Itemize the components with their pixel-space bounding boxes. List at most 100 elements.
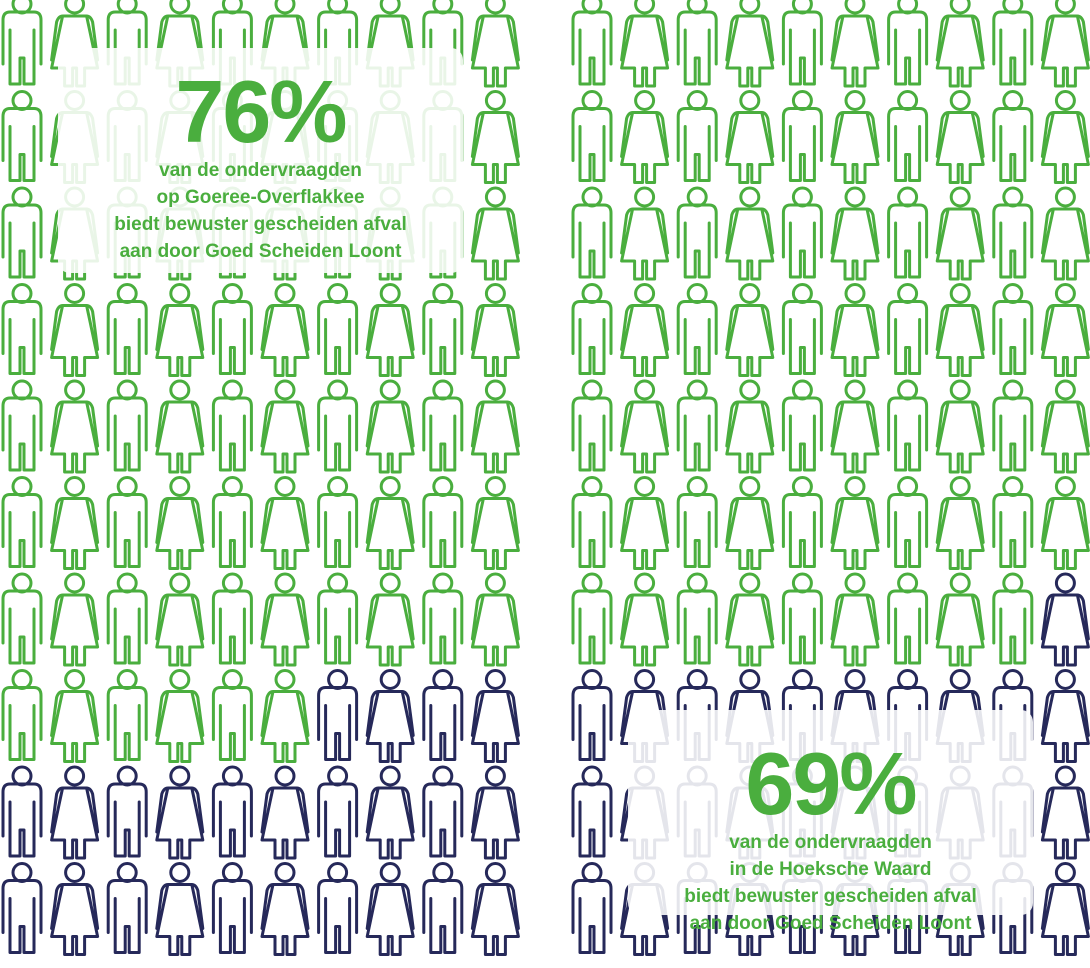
caption-line-2: op Goeree-Overflakkee	[156, 187, 365, 208]
goeree-woman-icon-78	[365, 669, 415, 763]
icon-body	[106, 879, 148, 954]
icon-head	[897, 379, 919, 401]
icon-body	[1040, 304, 1090, 377]
goeree-man-icon-83	[106, 765, 148, 858]
icon-head	[64, 669, 86, 690]
caption-line-3: biedt bewuster gescheiden afval	[114, 214, 407, 235]
goeree-woman-icon-34	[155, 283, 205, 377]
icon-body	[935, 593, 985, 667]
icon-body	[676, 300, 718, 375]
icon-head	[791, 379, 813, 401]
icon-body	[365, 786, 415, 860]
goeree-man-icon-37	[317, 283, 359, 375]
icon-head	[1002, 379, 1024, 401]
icon-body	[887, 203, 929, 279]
icon-body	[935, 111, 985, 184]
icon-head	[221, 862, 243, 883]
hoeksche-woman-icon-14	[725, 90, 775, 184]
icon-body	[470, 593, 520, 667]
icon-body	[725, 400, 775, 474]
icon-head	[1002, 90, 1024, 111]
icon-head	[379, 379, 401, 401]
icon-body	[470, 786, 520, 860]
goeree-woman-icon-36	[260, 283, 310, 377]
goeree-man-icon-33	[106, 283, 148, 375]
caption-line-4: aan door Goed Scheiden Loont	[119, 241, 402, 262]
goeree-man-icon-35	[211, 283, 253, 375]
icon-head	[844, 669, 866, 690]
icon-head	[484, 572, 506, 594]
hoeksche-man-icon-55	[781, 476, 823, 568]
icon-head	[581, 765, 603, 787]
hoeksche-woman-icon-62	[620, 572, 670, 667]
goeree-woman-icon-86	[260, 765, 310, 860]
goeree-man-icon-89	[422, 765, 464, 858]
icon-body	[992, 589, 1034, 665]
icon-body	[1, 879, 43, 954]
icon-body	[317, 879, 359, 954]
goeree-woman-icon-84	[155, 765, 205, 860]
icon-head	[1002, 476, 1024, 497]
icon-body	[725, 304, 775, 377]
icon-body	[620, 497, 670, 570]
goeree-woman-icon-68	[365, 572, 415, 667]
icon-head	[739, 379, 761, 401]
icon-head	[686, 572, 708, 594]
icon-body	[992, 396, 1034, 472]
icon-head	[581, 186, 603, 208]
icon-body	[992, 300, 1034, 375]
icon-body	[365, 883, 415, 956]
icon-head	[64, 379, 86, 401]
icon-head	[686, 476, 708, 497]
icon-body	[106, 396, 148, 472]
icon-body	[155, 883, 205, 956]
hoeksche-man-icon-29	[992, 186, 1034, 279]
goeree-man-icon-91	[1, 862, 43, 954]
icon-head	[844, 186, 866, 208]
goeree-woman-icon-90	[470, 765, 520, 860]
icon-head	[949, 0, 971, 15]
hoeksche-man-icon-67	[887, 572, 929, 665]
goeree-man-icon-67	[317, 572, 359, 665]
icon-head	[432, 476, 454, 497]
icon-head	[274, 283, 296, 304]
goeree-woman-icon-42	[50, 379, 100, 474]
goeree-man-icon-41	[1, 379, 43, 472]
goeree-man-icon-51	[1, 476, 43, 568]
icon-body	[620, 111, 670, 184]
icon-body	[50, 690, 100, 763]
icon-head	[274, 379, 296, 401]
icon-head	[116, 572, 138, 594]
icon-body	[470, 14, 520, 88]
percentage-label: 76%	[175, 62, 347, 161]
hoeksche-man-icon-23	[676, 186, 718, 279]
icon-body	[1, 589, 43, 665]
goeree-woman-icon-58	[365, 476, 415, 570]
goeree-woman-icon-48	[365, 379, 415, 474]
hoeksche-woman-icon-4	[725, 0, 775, 88]
goeree-man-icon-81	[1, 765, 43, 858]
icon-body	[571, 300, 613, 375]
icon-body	[260, 883, 310, 956]
icon-body	[1040, 207, 1090, 281]
icon-head	[274, 765, 296, 787]
icon-body	[887, 300, 929, 375]
goeree-man-icon-43	[106, 379, 148, 472]
hoeksche-woman-icon-58	[935, 476, 985, 570]
icon-body	[317, 493, 359, 568]
goeree-man-icon-79	[422, 669, 464, 761]
icon-body	[620, 400, 670, 474]
icon-body	[620, 14, 670, 88]
icon-body	[781, 589, 823, 665]
icon-head	[634, 283, 656, 304]
goeree-woman-icon-62	[50, 572, 100, 667]
icon-body	[155, 400, 205, 474]
goeree-woman-icon-88	[365, 765, 415, 860]
icon-body	[50, 304, 100, 377]
icon-body	[992, 107, 1034, 182]
icon-body	[50, 497, 100, 570]
icon-head	[379, 862, 401, 883]
goeree-woman-icon-64	[155, 572, 205, 667]
icon-body	[571, 493, 613, 568]
goeree-woman-icon-100	[470, 862, 520, 956]
